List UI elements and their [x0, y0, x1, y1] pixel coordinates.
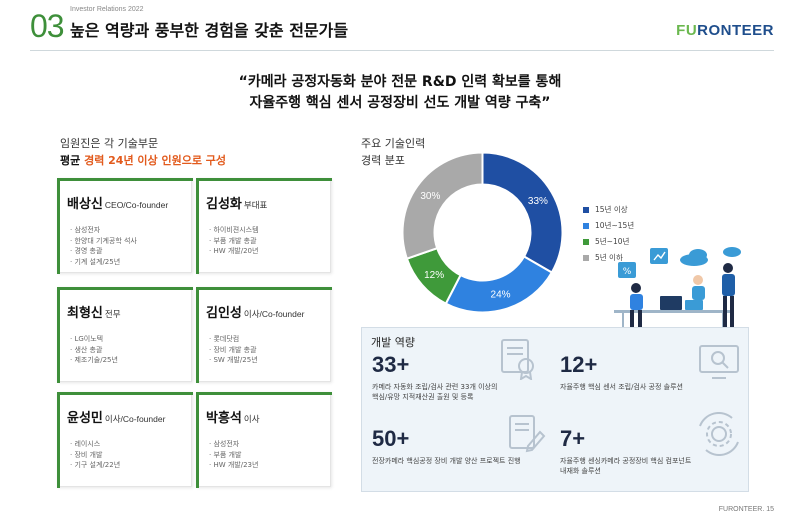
slice-label: 33% — [528, 196, 548, 207]
capability-panel: 개발 역량 33+ 카메라 자동화 조립/검사 관련 33개 이상의 핵심/유망 … — [361, 327, 749, 492]
header: 03 Investor Relations 2022 높은 역량과 풍부한 경험… — [0, 0, 800, 52]
capability-item: 50+ 전장카메라 핵심공정 장비 개발 양산 프로젝트 진행 — [372, 426, 552, 466]
capability-title: 개발 역량 — [371, 336, 415, 349]
page-footer: FURONTEER. 15 — [718, 506, 774, 513]
capability-description: 자율주행 센싱카메라 공정장비 핵심 컴포넌트 내재화 솔루션 — [560, 457, 692, 475]
legend-item: 10년~15년 — [583, 218, 634, 234]
legend-item: 5년 이하 — [583, 250, 634, 266]
member-career-list: 레이시스장비 개발기구 설계/22년 — [70, 439, 120, 471]
capability-description: 자율주행 핵심 센서 조립/검사 공정 솔루션 — [560, 383, 683, 391]
legend-item: 5년~10년 — [583, 234, 634, 250]
capability-number: 50+ — [372, 426, 410, 451]
donut-slice — [444, 255, 554, 314]
legend-label: 5년 이하 — [595, 253, 623, 262]
member-name: 김인성 — [206, 306, 242, 321]
member-name: 최형신 — [67, 306, 103, 321]
team-experience-caption: 평균 경력 24년 이상 인원으로 구성 — [60, 154, 227, 167]
section-number: 03 — [30, 8, 65, 44]
member-name: 윤성민 — [67, 411, 103, 426]
document-edit-icon — [509, 415, 546, 453]
certificate-icon — [501, 339, 534, 380]
header-divider — [30, 50, 774, 51]
member-role: 부대표 — [243, 200, 268, 210]
slice-label: 24% — [491, 289, 511, 300]
svg-text:%: % — [623, 267, 632, 277]
office-team-illustration: % — [614, 247, 741, 329]
member-role: CEO/Co-founder — [104, 200, 169, 210]
capability-description: 카메라 자동화 조립/검사 관련 33개 이상의 핵심/유망 지적재산권 출원 및… — [372, 383, 498, 401]
member-career-list: LG이노텍생산 총괄제조기술/25년 — [70, 334, 117, 366]
member-role: 이사/Co-founder — [104, 414, 166, 424]
monitor-search-icon — [699, 345, 739, 379]
slice-label: 30% — [420, 191, 440, 202]
donut-slice — [481, 151, 564, 274]
ir-label: Investor Relations 2022 — [70, 6, 144, 13]
capability-number: 7+ — [560, 426, 586, 451]
legend-swatch — [583, 255, 589, 261]
quote-line-1: “카메라 공정자동화 분야 전문 R&D 인력 확보를 통해 — [238, 74, 562, 90]
donut-slice — [401, 151, 484, 260]
legend-swatch — [583, 239, 589, 245]
tech-caption: 주요 기술인력 — [361, 137, 426, 150]
page-title: 높은 역량과 풍부한 경험을 갖춘 전문가들 — [70, 21, 349, 40]
capability-item: 33+ 카메라 자동화 조립/검사 관련 33개 이상의 핵심/유망 지적재산권 … — [372, 352, 542, 402]
capability-item: 7+ 자율주행 센싱카메라 공정장비 핵심 컴포넌트 내재화 솔루션 — [560, 426, 745, 476]
member-name: 김성화 — [206, 197, 242, 212]
capability-description: 전장카메라 핵심공정 장비 개발 양산 프로젝트 진행 — [372, 457, 521, 465]
member-career-list: 하이비젼시스템부품 개발 총괄HW 개발/20년 — [209, 225, 258, 257]
legend-label: 10년~15년 — [595, 221, 635, 230]
company-logo: FURONTEER — [676, 22, 774, 39]
team-caption: 임원진은 각 기술부문 — [60, 137, 159, 150]
legend-item: 15년 이상 — [583, 202, 634, 218]
member-name: 배상신 — [67, 197, 103, 212]
member-career-list: 삼성전자부품 개발HW 개발/23년 — [209, 439, 258, 471]
legend-swatch — [583, 207, 589, 213]
member-role: 이사 — [243, 414, 260, 424]
headline-quote: “카메라 공정자동화 분야 전문 R&D 인력 확보를 통해 자율주행 핵심 센… — [0, 72, 800, 114]
career-donut-chart: 33% 24% 12% 30% — [401, 151, 564, 314]
experience-highlight: 경력 24년 이상 인원으로 구성 — [84, 154, 227, 167]
capability-item: 12+ 자율주행 핵심 센서 조립/검사 공정 솔루션 — [560, 352, 745, 392]
member-role: 이사/Co-founder — [243, 309, 305, 319]
capability-number: 33+ — [372, 352, 410, 377]
slice-label: 12% — [424, 270, 444, 281]
legend-label: 5년~10년 — [595, 237, 630, 246]
legend-label: 15년 이상 — [595, 205, 628, 214]
member-name: 박흥석 — [206, 411, 242, 426]
gear-cycle-icon — [699, 412, 739, 456]
quote-line-2: 자율주행 핵심 센서 공정장비 선도 개발 역량 구축” — [249, 95, 551, 111]
member-role: 전무 — [104, 309, 121, 319]
chart-legend: 15년 이상 10년~15년 5년~10년 5년 이하 — [583, 202, 634, 266]
capability-number: 12+ — [560, 352, 598, 377]
legend-swatch — [583, 223, 589, 229]
member-career-list: 삼성전자한양대 기계공학 석사경영 총괄기계 설계/25년 — [70, 225, 136, 267]
member-career-list: 롯데닷컴장비 개발 총괄SW 개발/25년 — [209, 334, 257, 366]
career-distribution-caption: 경력 분포 — [361, 154, 405, 167]
